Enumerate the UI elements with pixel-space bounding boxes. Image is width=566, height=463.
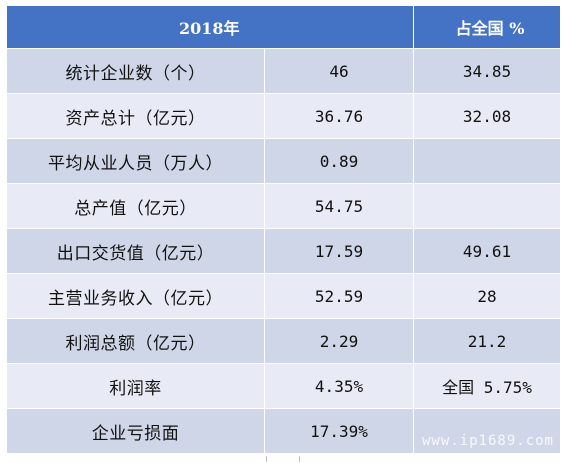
row-value: 4.35%	[263, 363, 415, 409]
row-share: 21.2	[413, 318, 562, 364]
row-share: 34.85	[413, 48, 562, 94]
statistics-table: 2018年 占全国 % 统计企业数（个） 46 34.85 资产总计（亿元） 3…	[5, 5, 562, 454]
table-row: 出口交货值（亿元） 17.59 49.61	[6, 228, 562, 274]
row-label: 平均从业人员（万人）	[6, 138, 265, 184]
table-row: 统计企业数（个） 46 34.85	[6, 48, 562, 94]
row-value: 0.89	[263, 138, 415, 184]
row-share: 28	[413, 273, 562, 319]
table-row: 利润率 4.35% 全国 5.75%	[6, 363, 562, 409]
header-national-share: 占全国 %	[413, 5, 562, 49]
row-share	[413, 183, 562, 229]
row-value: 54.75	[263, 183, 415, 229]
row-label: 企业亏损面	[6, 408, 265, 454]
row-value: 46	[263, 48, 415, 94]
row-label: 总产值（亿元）	[6, 183, 265, 229]
table-row: 企业亏损面 17.39%	[6, 408, 562, 454]
row-value: 17.59	[263, 228, 415, 274]
row-share	[413, 408, 562, 454]
row-value: 17.39%	[263, 408, 415, 454]
row-share	[413, 138, 562, 184]
row-share: 32.08	[413, 93, 562, 139]
row-value: 52.59	[263, 273, 415, 319]
table-header-row: 2018年 占全国 %	[5, 5, 562, 49]
header-year: 2018年	[5, 5, 415, 49]
row-label: 利润率	[6, 363, 265, 409]
row-value: 36.76	[263, 93, 415, 139]
row-label: 资产总计（亿元）	[6, 93, 265, 139]
table-row: 利润总额（亿元） 2.29 21.2	[6, 318, 562, 364]
row-share: 全国 5.75%	[413, 363, 562, 409]
row-label: 统计企业数（个）	[6, 48, 265, 94]
statistics-table-container: 2018年 占全国 % 统计企业数（个） 46 34.85 资产总计（亿元） 3…	[5, 4, 562, 456]
row-label: 出口交货值（亿元）	[6, 228, 265, 274]
divider-tick	[266, 456, 267, 462]
row-label: 利润总额（亿元）	[6, 318, 265, 364]
row-label: 主营业务收入（亿元）	[6, 273, 265, 319]
watermark-text: www.ip1689.com	[421, 433, 554, 449]
table-row: 总产值（亿元） 54.75	[6, 183, 562, 229]
row-value: 2.29	[263, 318, 415, 364]
row-share: 49.61	[413, 228, 562, 274]
table-row: 主营业务收入（亿元） 52.59 28	[6, 273, 562, 319]
table-row: 平均从业人员（万人） 0.89	[6, 138, 562, 184]
divider-tick	[299, 456, 300, 462]
table-row: 资产总计（亿元） 36.76 32.08	[6, 93, 562, 139]
